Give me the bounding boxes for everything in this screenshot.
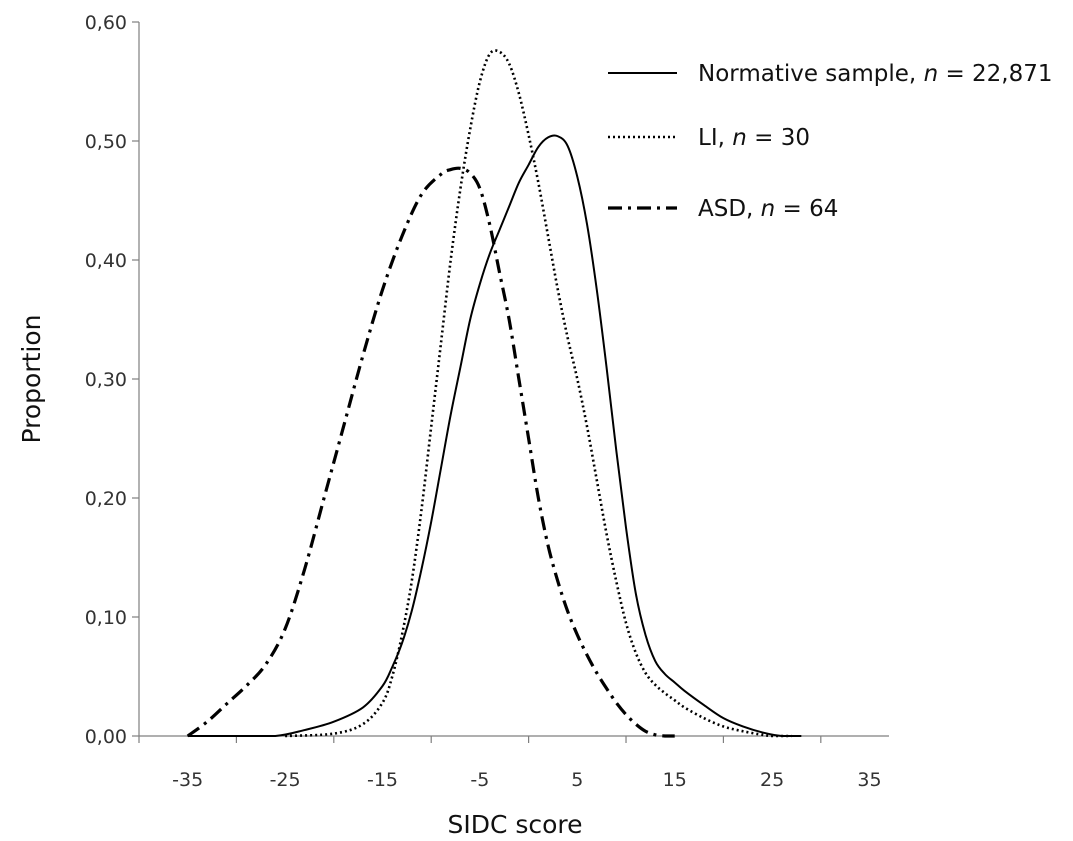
x-tick-label: -15 bbox=[367, 769, 398, 791]
y-tick-label: 0,20 bbox=[85, 488, 127, 510]
legend-label: Normative sample, n = 22,871 bbox=[698, 61, 1053, 87]
x-tick-label: 15 bbox=[663, 769, 687, 791]
x-tick-label: 5 bbox=[571, 769, 583, 791]
y-tick-label: 0,10 bbox=[85, 607, 127, 629]
axes: 0,00 0,10 0,20 0,30 0,40 0,50 0,60 -35 -25 -15 -5 5… bbox=[85, 12, 889, 791]
legend-label: ASD, n = 64 bbox=[698, 196, 838, 222]
series-lines bbox=[186, 49, 802, 738]
x-tick-label: -5 bbox=[470, 769, 489, 791]
y-tick-label: 0,00 bbox=[85, 726, 127, 748]
x-tick-label: -25 bbox=[270, 769, 301, 791]
x-tick-label: -35 bbox=[172, 769, 203, 791]
series-line-li bbox=[285, 49, 792, 738]
x-tick-label: 25 bbox=[760, 769, 784, 791]
legend: Normative sample, n = 22,871 LI, n = 30 AS… bbox=[608, 61, 1053, 222]
x-axis-title: SIDC score bbox=[447, 810, 582, 839]
y-axis-title: Proportion bbox=[17, 315, 46, 444]
y-tick-label: 0,30 bbox=[85, 369, 127, 391]
x-tick-label: 35 bbox=[857, 769, 881, 791]
legend-label: LI, n = 30 bbox=[698, 125, 810, 151]
y-tick-label: 0,60 bbox=[85, 12, 127, 34]
y-tick-label: 0,50 bbox=[85, 131, 127, 153]
series-line-normative-sample bbox=[187, 134, 802, 737]
series-line-asd bbox=[186, 166, 675, 738]
y-tick-label: 0,40 bbox=[85, 250, 127, 272]
